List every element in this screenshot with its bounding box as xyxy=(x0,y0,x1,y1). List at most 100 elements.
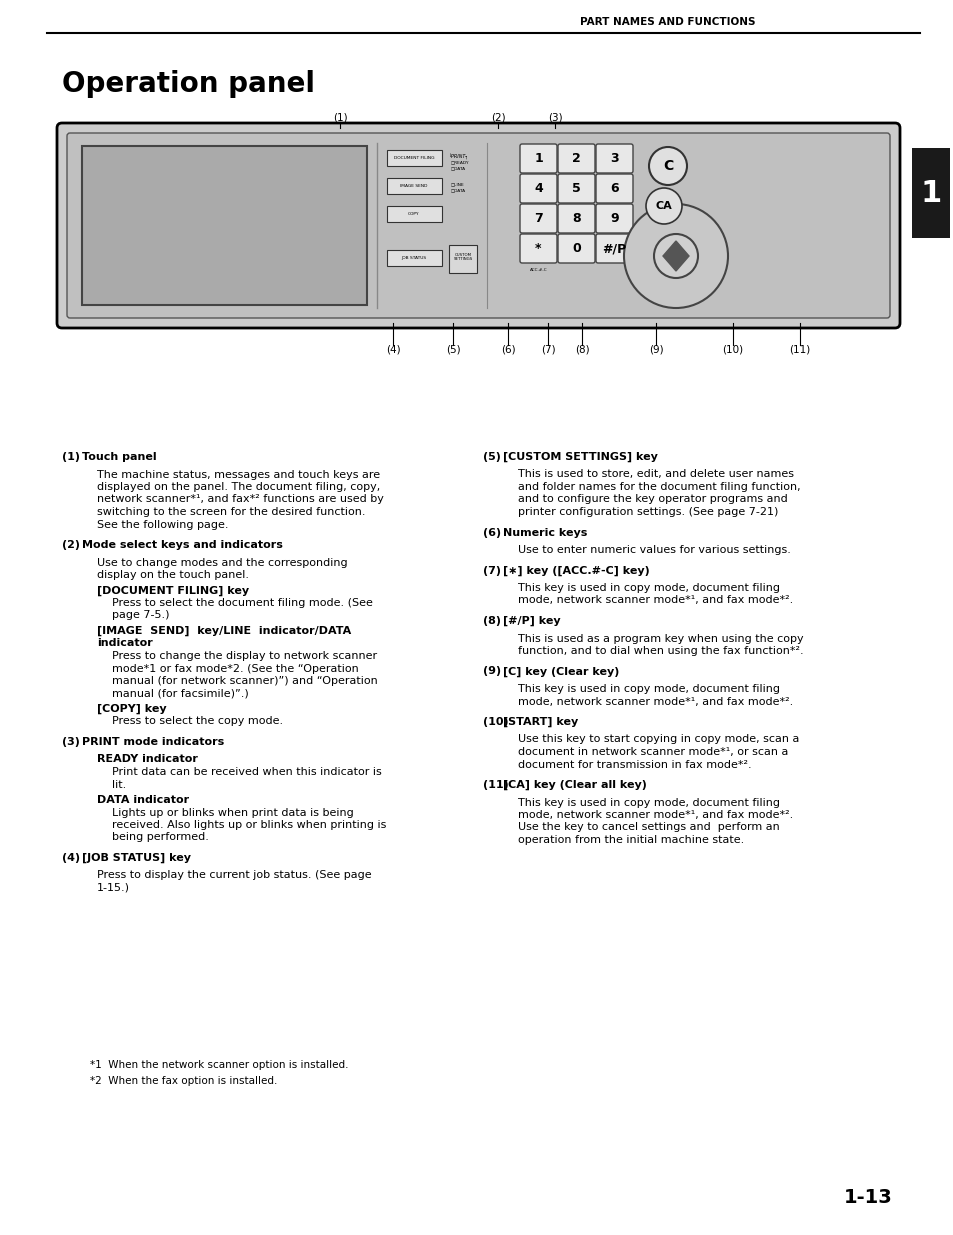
Text: (8): (8) xyxy=(482,616,500,626)
Text: [C] key (Clear key): [C] key (Clear key) xyxy=(502,667,618,677)
Text: IMAGE SEND: IMAGE SEND xyxy=(400,184,427,188)
Text: Print data can be received when this indicator is: Print data can be received when this ind… xyxy=(112,767,381,777)
FancyBboxPatch shape xyxy=(596,174,633,203)
Text: [COPY] key: [COPY] key xyxy=(97,704,167,714)
Circle shape xyxy=(623,204,727,308)
Text: mode, network scanner mode*¹, and fax mode*².: mode, network scanner mode*¹, and fax mo… xyxy=(517,697,792,706)
FancyBboxPatch shape xyxy=(558,204,595,233)
Text: 7: 7 xyxy=(534,212,542,225)
Text: [∗] key ([ACC.#-C] key): [∗] key ([ACC.#-C] key) xyxy=(502,566,649,576)
Text: Press to change the display to network scanner: Press to change the display to network s… xyxy=(112,651,376,661)
Text: (6): (6) xyxy=(500,345,515,354)
Text: └PRINT┐: └PRINT┐ xyxy=(449,154,469,161)
Text: (1): (1) xyxy=(62,452,80,462)
Circle shape xyxy=(648,147,686,185)
Text: network scanner*¹, and fax*² functions are used by: network scanner*¹, and fax*² functions a… xyxy=(97,494,383,505)
Bar xyxy=(387,149,441,165)
Text: mode*1 or fax mode*2. (See the “Operation: mode*1 or fax mode*2. (See the “Operatio… xyxy=(112,663,358,673)
Text: [#/P] key: [#/P] key xyxy=(502,616,560,626)
Text: Use to enter numeric values for various settings.: Use to enter numeric values for various … xyxy=(517,545,790,555)
Bar xyxy=(911,148,949,238)
Text: This key is used in copy mode, document filing: This key is used in copy mode, document … xyxy=(517,583,780,593)
Text: and folder names for the document filing function,: and folder names for the document filing… xyxy=(517,482,800,492)
Bar xyxy=(449,245,476,273)
Circle shape xyxy=(645,188,681,224)
Text: □DATA: □DATA xyxy=(451,165,466,170)
Text: DATA indicator: DATA indicator xyxy=(97,795,189,805)
Text: Operation panel: Operation panel xyxy=(62,70,314,98)
Text: display on the touch panel.: display on the touch panel. xyxy=(97,571,249,580)
Text: #/P: #/P xyxy=(601,242,626,254)
Text: [DOCUMENT FILING] key: [DOCUMENT FILING] key xyxy=(97,585,249,595)
Text: Use this key to start copying in copy mode, scan a: Use this key to start copying in copy mo… xyxy=(517,735,799,745)
Text: This is used as a program key when using the copy: This is used as a program key when using… xyxy=(517,634,802,643)
Text: (9): (9) xyxy=(482,667,500,677)
Text: (1): (1) xyxy=(333,112,347,122)
Text: 1: 1 xyxy=(534,152,542,165)
Text: C: C xyxy=(662,159,673,173)
Bar xyxy=(387,249,441,266)
Bar xyxy=(82,146,367,305)
Text: Press to select the document filing mode. (See: Press to select the document filing mode… xyxy=(112,598,373,608)
Text: *: * xyxy=(535,242,541,254)
Text: manual (for network scanner)”) and “Operation: manual (for network scanner)”) and “Oper… xyxy=(112,676,377,685)
Text: indicator: indicator xyxy=(97,638,152,648)
Text: Press to select the copy mode.: Press to select the copy mode. xyxy=(112,716,283,726)
Text: □READY: □READY xyxy=(451,161,469,164)
Bar xyxy=(387,206,441,222)
Text: CUSTOM
SETTINGS: CUSTOM SETTINGS xyxy=(453,253,472,262)
Text: Press to display the current job status. (See page: Press to display the current job status.… xyxy=(97,871,372,881)
Text: (11): (11) xyxy=(788,345,810,354)
Bar xyxy=(387,178,441,194)
Text: Use the key to cancel settings and  perform an: Use the key to cancel settings and perfo… xyxy=(517,823,779,832)
Text: (4): (4) xyxy=(62,853,80,863)
Text: PART NAMES AND FUNCTIONS: PART NAMES AND FUNCTIONS xyxy=(579,17,755,27)
Text: and to configure the key operator programs and: and to configure the key operator progra… xyxy=(517,494,787,505)
FancyBboxPatch shape xyxy=(558,174,595,203)
Text: □DATA: □DATA xyxy=(451,188,466,191)
FancyBboxPatch shape xyxy=(57,124,899,329)
Text: 6: 6 xyxy=(610,182,618,195)
FancyBboxPatch shape xyxy=(519,204,557,233)
Text: ACC.#-C: ACC.#-C xyxy=(529,268,547,272)
Text: lit.: lit. xyxy=(112,779,126,789)
Text: (7): (7) xyxy=(540,345,555,354)
Text: *2  When the fax option is installed.: *2 When the fax option is installed. xyxy=(90,1076,277,1086)
Text: Use to change modes and the corresponding: Use to change modes and the correspondin… xyxy=(97,557,347,568)
Text: (2): (2) xyxy=(62,540,80,550)
Text: (10): (10) xyxy=(721,345,742,354)
Polygon shape xyxy=(662,241,688,270)
FancyBboxPatch shape xyxy=(558,144,595,173)
Text: PRINT mode indicators: PRINT mode indicators xyxy=(82,737,224,747)
FancyBboxPatch shape xyxy=(67,133,889,317)
Text: (4): (4) xyxy=(385,345,400,354)
Text: (9): (9) xyxy=(648,345,662,354)
Text: (5): (5) xyxy=(482,452,500,462)
Text: being performed.: being performed. xyxy=(112,832,209,842)
Text: 3: 3 xyxy=(610,152,618,165)
FancyBboxPatch shape xyxy=(596,144,633,173)
Circle shape xyxy=(654,233,698,278)
Text: Lights up or blinks when print data is being: Lights up or blinks when print data is b… xyxy=(112,808,354,818)
Text: The machine status, messages and touch keys are: The machine status, messages and touch k… xyxy=(97,469,379,479)
Text: CA: CA xyxy=(655,201,672,211)
Text: (7): (7) xyxy=(482,566,500,576)
Text: Numeric keys: Numeric keys xyxy=(502,527,587,537)
Text: page 7-5.): page 7-5.) xyxy=(112,610,170,620)
Text: *1  When the network scanner option is installed.: *1 When the network scanner option is in… xyxy=(90,1060,348,1070)
Text: (8): (8) xyxy=(574,345,589,354)
Text: received. Also lights up or blinks when printing is: received. Also lights up or blinks when … xyxy=(112,820,386,830)
Text: (3): (3) xyxy=(547,112,561,122)
Text: [IMAGE  SEND]  key/LINE  indicator/DATA: [IMAGE SEND] key/LINE indicator/DATA xyxy=(97,626,351,636)
Text: (3): (3) xyxy=(62,737,80,747)
Text: 2: 2 xyxy=(572,152,580,165)
FancyBboxPatch shape xyxy=(558,233,595,263)
Text: Touch panel: Touch panel xyxy=(82,452,156,462)
Text: [CUSTOM SETTINGS] key: [CUSTOM SETTINGS] key xyxy=(502,452,658,462)
Text: operation from the initial machine state.: operation from the initial machine state… xyxy=(517,835,743,845)
Text: This key is used in copy mode, document filing: This key is used in copy mode, document … xyxy=(517,798,780,808)
Text: 1-13: 1-13 xyxy=(843,1188,892,1207)
Text: displayed on the panel. The document filing, copy,: displayed on the panel. The document fil… xyxy=(97,482,380,492)
Text: COPY: COPY xyxy=(408,212,419,216)
Text: DOCUMENT FILING: DOCUMENT FILING xyxy=(394,156,434,161)
